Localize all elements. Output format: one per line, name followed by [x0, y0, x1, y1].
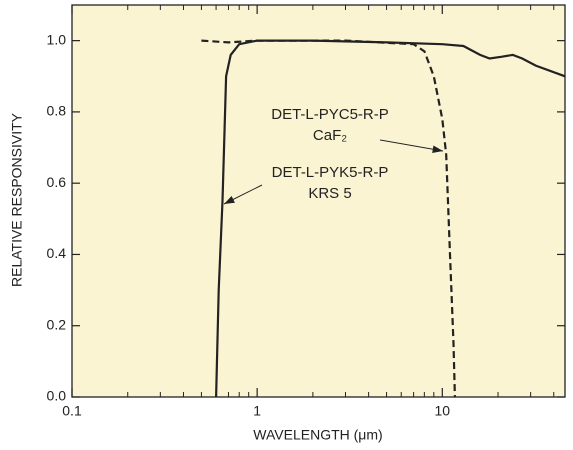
y-tick-label: 1.0 — [47, 31, 67, 47]
annotation: DET-L-PYC5-R-P — [271, 106, 389, 123]
arrow-head — [224, 196, 235, 204]
y-axis-title: RELATIVE RESPONSIVITY — [9, 112, 25, 287]
y-tick-label: 0.0 — [47, 388, 67, 404]
x-tick-label: 1 — [253, 403, 261, 419]
y-tick-label: 0.8 — [47, 103, 67, 119]
y-tick-label: 0.6 — [47, 174, 67, 190]
y-tick-label: 0.2 — [47, 316, 67, 332]
annotation: DET-L-PYK5-R-P — [272, 164, 389, 181]
x-tick-label: 0.1 — [62, 403, 82, 419]
plot-frame — [71, 4, 566, 398]
annotation-arrow — [379, 139, 444, 152]
x-axis-title: WAVELENGTH (μm) — [253, 427, 382, 443]
annotation: KRS 5 — [308, 185, 351, 202]
x-tick-label: 10 — [435, 403, 451, 419]
annotation: CaF₂ — [313, 127, 347, 144]
line — [215, 39, 566, 398]
arrow-head — [432, 145, 443, 153]
line — [201, 39, 456, 398]
y-tick-label: 0.4 — [47, 245, 67, 261]
plot-area — [72, 5, 565, 397]
